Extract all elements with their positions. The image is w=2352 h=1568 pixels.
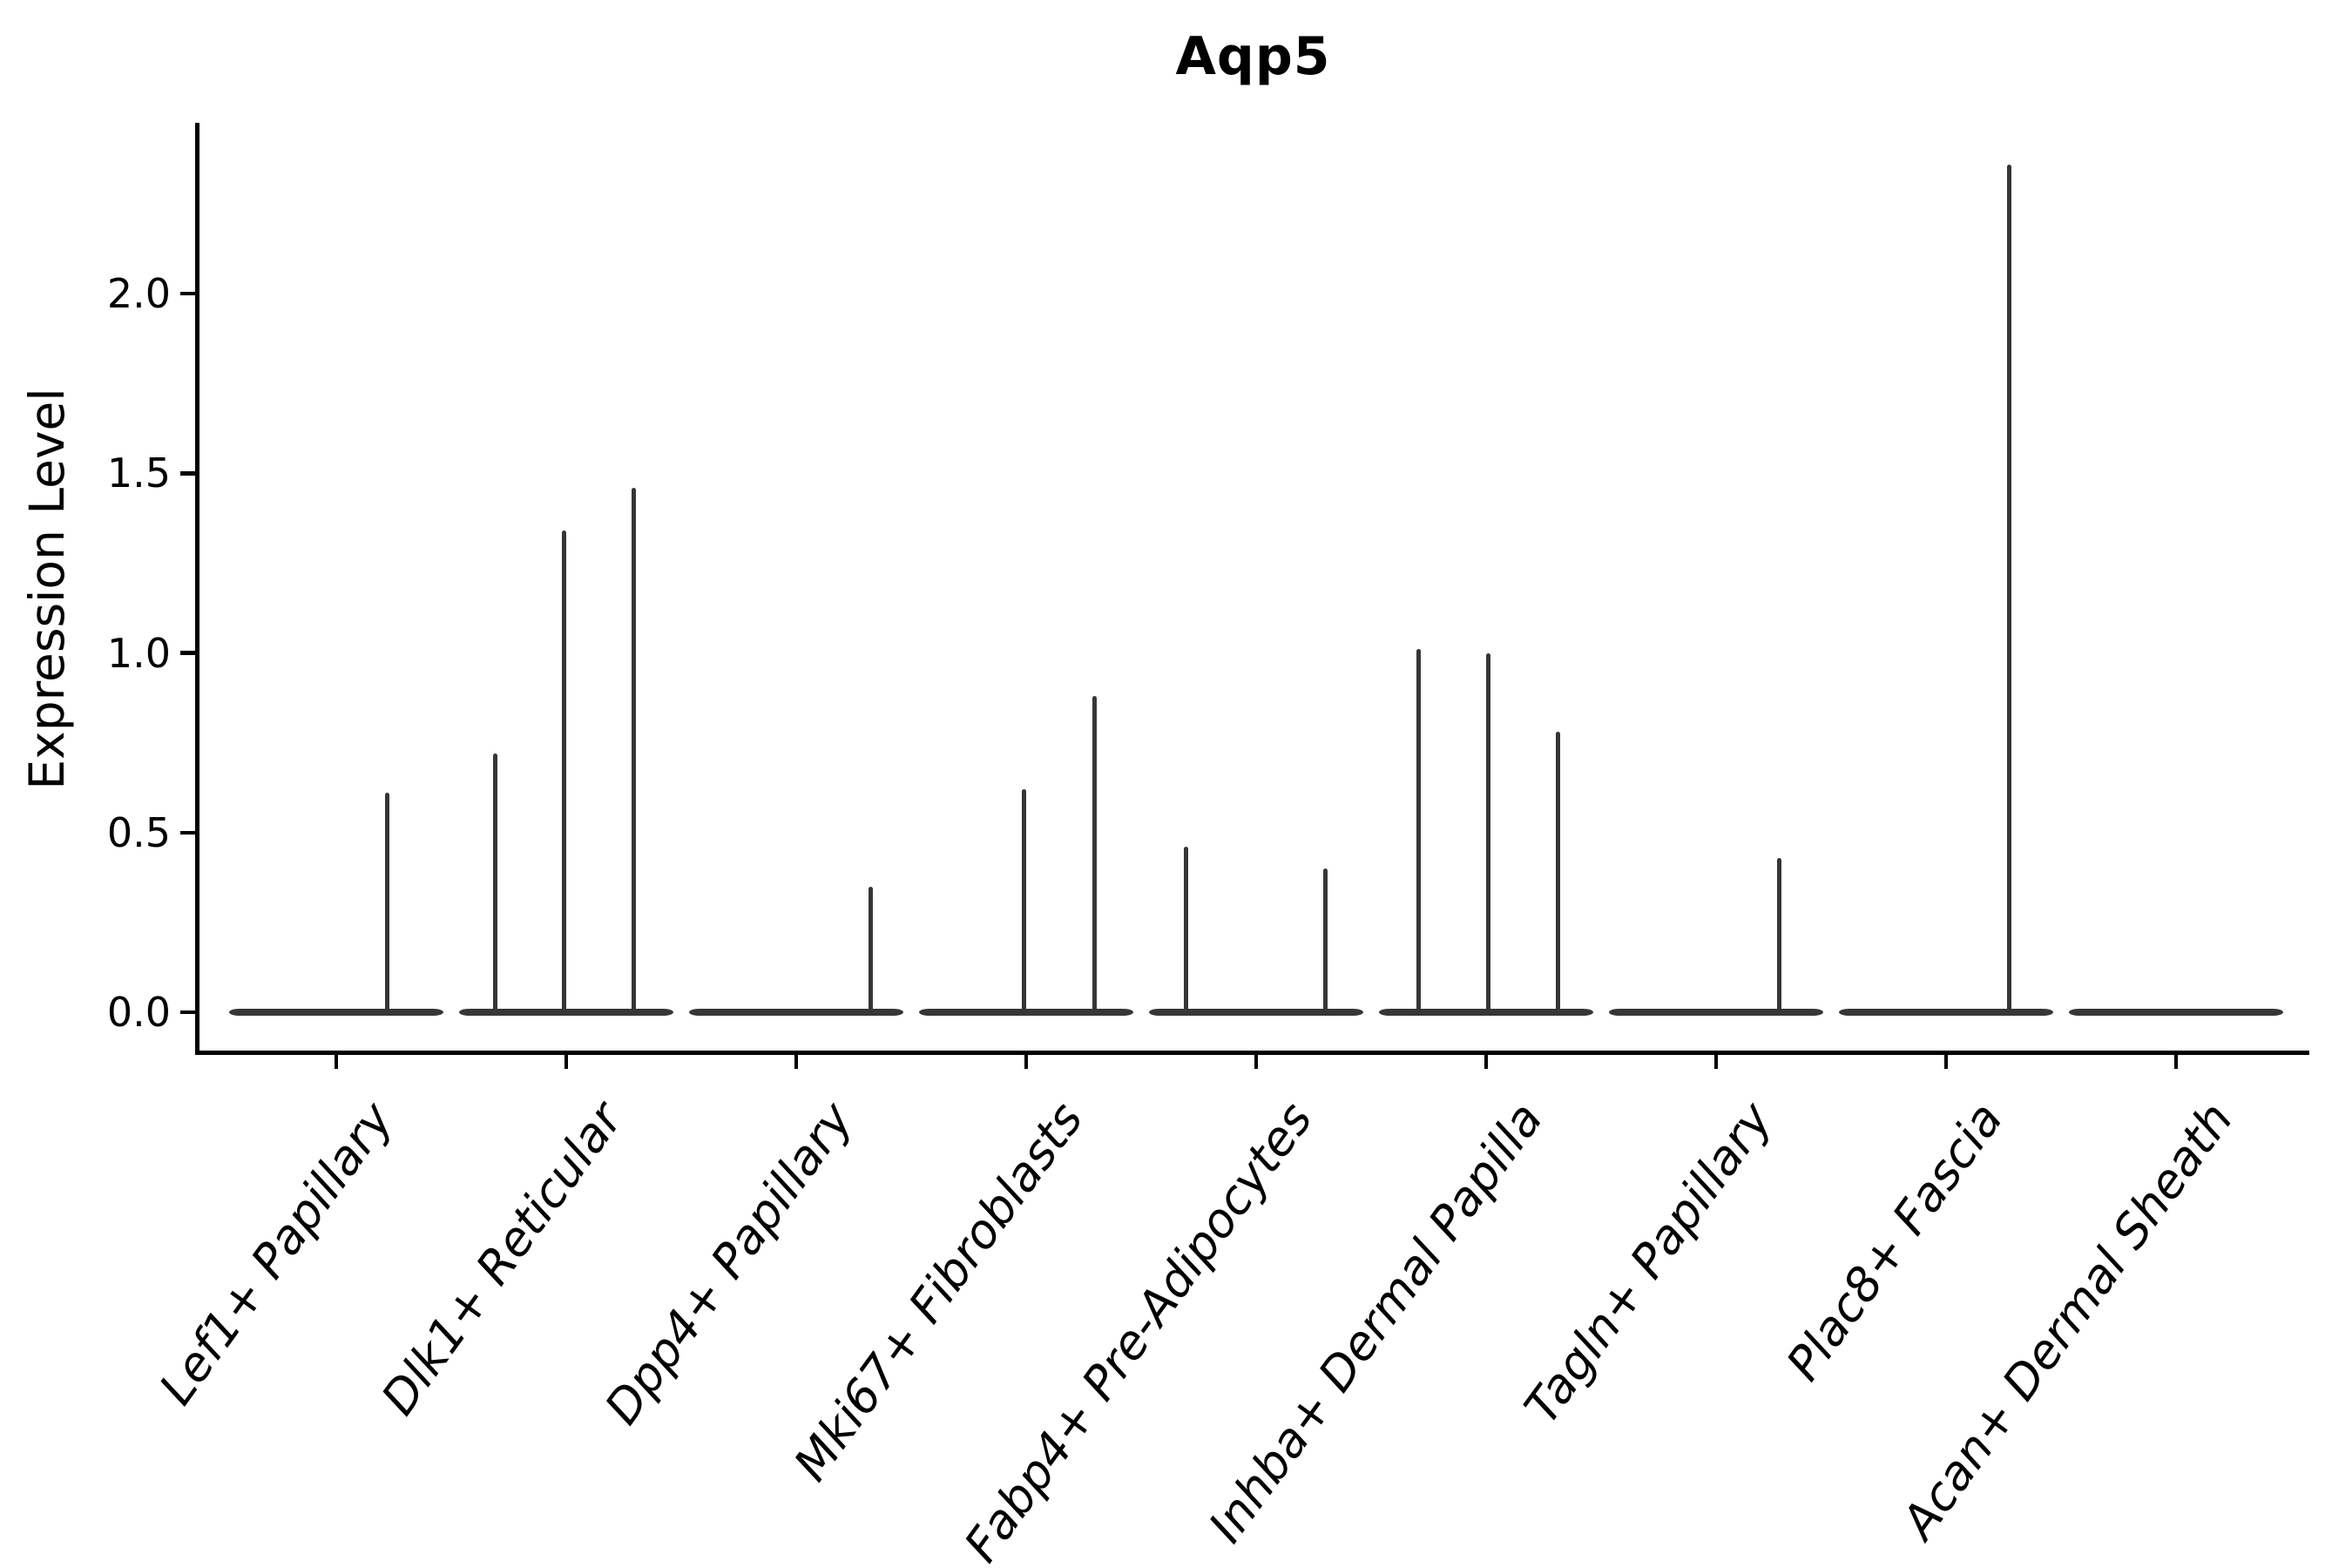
violin-baseline — [2069, 1009, 2283, 1016]
y-tick-mark — [180, 1010, 195, 1015]
violin-spike — [1555, 732, 1560, 1016]
violin-spike — [492, 754, 497, 1016]
x-tick-label: Tagln+ Papillary — [1514, 1092, 1783, 1434]
y-tick-label: 1.5 — [106, 449, 171, 497]
y-tick-label: 1.0 — [106, 629, 171, 677]
y-tick-mark — [180, 651, 195, 655]
violin-baseline — [1839, 1009, 2053, 1016]
violin-spike — [1322, 868, 1328, 1016]
violin-spike — [631, 487, 636, 1016]
violin-baseline — [689, 1009, 903, 1016]
y-axis-spine — [194, 123, 199, 1055]
violin-spike — [1776, 857, 1781, 1016]
x-tick-label: Dlk1+ Reticular — [370, 1092, 633, 1425]
y-tick-label: 2.0 — [106, 270, 171, 317]
x-tick-mark — [1484, 1054, 1489, 1069]
violin-spike — [1092, 696, 1097, 1016]
violin-spike — [1416, 649, 1421, 1016]
violin-spike — [868, 886, 873, 1016]
x-tick-mark — [794, 1054, 799, 1069]
chart-title: Aqp5 — [1175, 26, 1331, 87]
violin-spike — [1485, 652, 1490, 1016]
violin-baseline — [1609, 1009, 1823, 1016]
y-tick-mark — [180, 830, 195, 835]
x-tick-mark — [1024, 1054, 1029, 1069]
violin-spike — [1183, 847, 1188, 1016]
violin-baseline — [459, 1009, 673, 1016]
x-tick-mark — [1713, 1054, 1719, 1069]
violin-baseline — [1149, 1009, 1363, 1016]
violin-baseline — [229, 1009, 443, 1016]
x-tick-label: Dpp4+ Papillary — [593, 1092, 863, 1435]
x-tick-label: Plac8+ Fascia — [1775, 1092, 2013, 1391]
x-tick-mark — [2173, 1054, 2179, 1069]
y-tick-label: 0.5 — [106, 808, 171, 856]
violin-baseline — [919, 1009, 1133, 1016]
violin-spike — [1021, 789, 1026, 1016]
y-tick-mark — [180, 471, 195, 476]
x-tick-mark — [1254, 1054, 1259, 1069]
x-tick-mark — [564, 1054, 569, 1069]
violin-spike — [384, 793, 389, 1016]
y-tick-label: 0.0 — [106, 989, 171, 1036]
x-tick-label: Lef1+ Papillary — [148, 1092, 403, 1415]
violin-spike — [2006, 164, 2011, 1016]
y-tick-mark — [180, 291, 195, 296]
x-axis-spine — [194, 1050, 2309, 1055]
violin-spike — [561, 531, 566, 1016]
x-tick-mark — [1943, 1054, 1949, 1069]
x-tick-mark — [334, 1054, 339, 1069]
